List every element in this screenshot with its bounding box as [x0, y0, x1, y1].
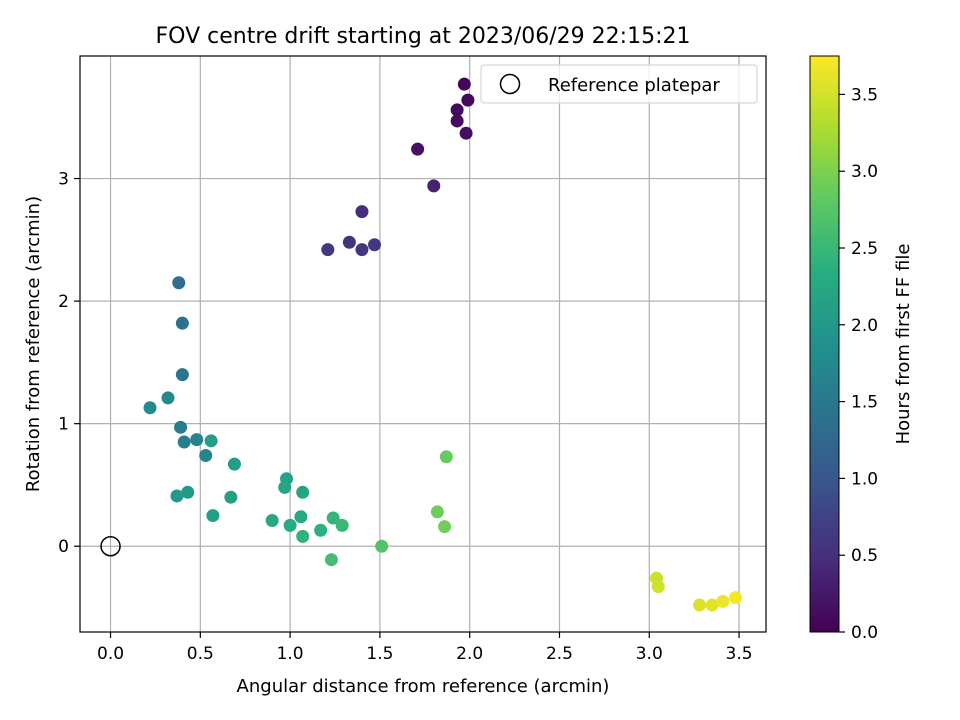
colorbar-ticks: 0.0 0.5 1.0 1.5 2.0 2.5 3.0 3.5 [839, 85, 878, 643]
data-point [283, 518, 297, 532]
data-point [427, 179, 441, 193]
colorbar-tick-label: 1.5 [851, 393, 878, 413]
colorbar-tick-label: 1.0 [851, 469, 878, 489]
data-point [438, 520, 452, 534]
grid [80, 56, 766, 632]
y-tick-label: 1 [58, 415, 69, 435]
data-point [296, 485, 310, 499]
data-point [450, 114, 464, 128]
x-tick-label: 0.5 [187, 644, 214, 664]
legend-marker [499, 73, 521, 95]
x-tick-label: 2.0 [456, 644, 483, 664]
y-axis: 0 1 2 3 [58, 170, 80, 557]
x-tick-label: 3.0 [636, 644, 663, 664]
data-point [430, 505, 444, 519]
data-point [651, 580, 665, 594]
data-point [450, 103, 464, 117]
x-tick-label: 1.0 [277, 644, 304, 664]
data-point [321, 243, 335, 257]
data-point [175, 368, 189, 382]
x-tick-label: 1.5 [366, 644, 393, 664]
data-point [457, 77, 471, 91]
data-point [172, 276, 186, 290]
legend-label: Reference platepar [548, 75, 720, 96]
data-point [716, 594, 730, 608]
data-point [199, 449, 213, 463]
data-point [296, 529, 310, 543]
data-point [206, 509, 220, 523]
data-point [278, 480, 292, 494]
data-point [326, 511, 340, 525]
data-point [181, 485, 195, 499]
data-point [161, 391, 175, 405]
data-point [355, 243, 369, 257]
y-tick-label: 2 [58, 292, 69, 312]
colorbar: 0.0 0.5 1.0 1.5 2.0 2.5 3.0 3.5 Hours from firs… [809, 55, 914, 643]
chart-title: FOV centre drift starting at 2023/06/29 … [156, 24, 691, 49]
data-point [190, 433, 204, 447]
data-point [335, 518, 349, 532]
data-point [265, 513, 279, 527]
data-point [705, 598, 719, 612]
x-tick-label: 3.5 [726, 644, 753, 664]
reference-platepar-marker [100, 535, 121, 557]
data-point [227, 457, 241, 471]
x-tick-label: 2.5 [546, 644, 573, 664]
legend-box [480, 64, 758, 104]
data-point [728, 591, 742, 605]
data-point [459, 126, 473, 140]
data-point [461, 93, 475, 107]
data-point [368, 238, 382, 252]
colorbar-tick-label: 0.5 [851, 546, 878, 566]
data-point [294, 510, 308, 524]
colorbar-tick-label: 3.0 [851, 162, 878, 182]
colorbar-tick-label: 2.5 [851, 239, 878, 259]
x-axis-label: Angular distance from reference (arcmin) [237, 676, 610, 697]
plot-frame [79, 55, 767, 633]
colorbar-tick-label: 2.0 [851, 316, 878, 336]
x-axis: 0.0 0.5 1.0 1.5 2.0 2.5 3.0 3.5 [97, 632, 753, 664]
data-point [355, 205, 369, 219]
data-point [175, 316, 189, 330]
data-point [439, 450, 453, 464]
data-point [324, 553, 338, 567]
colorbar-tick-label: 3.5 [851, 85, 878, 105]
y-tick-label: 3 [58, 170, 69, 190]
data-point [170, 489, 184, 503]
data-point [314, 523, 328, 537]
data-point [143, 401, 157, 415]
data-points [100, 77, 742, 612]
y-axis-label: Rotation from reference (arcmin) [23, 196, 44, 492]
data-point [693, 598, 707, 612]
data-point [204, 434, 218, 448]
y-tick-label: 0 [58, 537, 69, 557]
legend: Reference platepar [480, 64, 758, 104]
data-point [224, 490, 238, 504]
colorbar-label: Hours from first FF file [893, 244, 914, 445]
data-point [375, 539, 389, 553]
x-tick-label: 0.0 [97, 644, 124, 664]
data-point [174, 420, 188, 434]
colorbar-gradient [809, 55, 840, 633]
colorbar-tick-label: 0.0 [851, 623, 878, 643]
data-point [177, 435, 191, 449]
data-point [342, 235, 356, 249]
data-point [411, 142, 425, 156]
